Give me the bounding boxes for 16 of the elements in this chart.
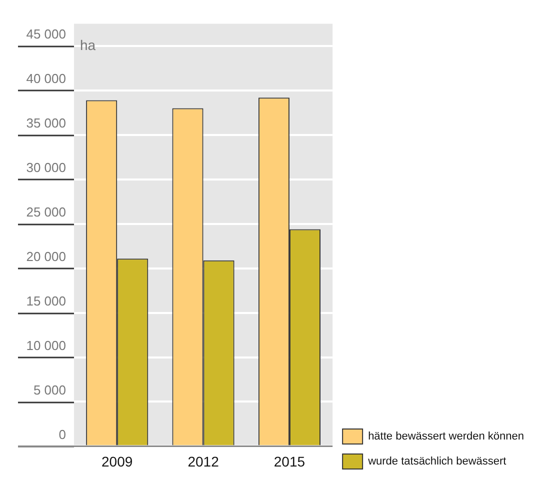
y-tick-label: 20 000: [26, 248, 66, 264]
y-tick-label: 15 000: [26, 293, 66, 308]
y-tick-label: 25 000: [26, 204, 66, 220]
y-tick-label: 0: [58, 426, 66, 442]
y-tick-label: 35 000: [26, 116, 66, 131]
y-tick-label: 45 000: [26, 26, 66, 42]
x-tick-label: 2009: [102, 453, 133, 470]
y-tick-label: 10 000: [26, 338, 66, 353]
x-tick-label: 2015: [274, 453, 306, 470]
x-tick-label: 2012: [188, 453, 220, 470]
y-tick-label: 5 000: [33, 382, 66, 398]
y-tick-label: 40 000: [26, 71, 66, 86]
legend-label: wurde tatsächlich bewässert: [367, 456, 506, 468]
y-axis-title: ha: [80, 36, 96, 53]
legend-label: hätte bewässert werden können: [368, 430, 524, 443]
y-tick-label: 30 000: [26, 160, 66, 175]
